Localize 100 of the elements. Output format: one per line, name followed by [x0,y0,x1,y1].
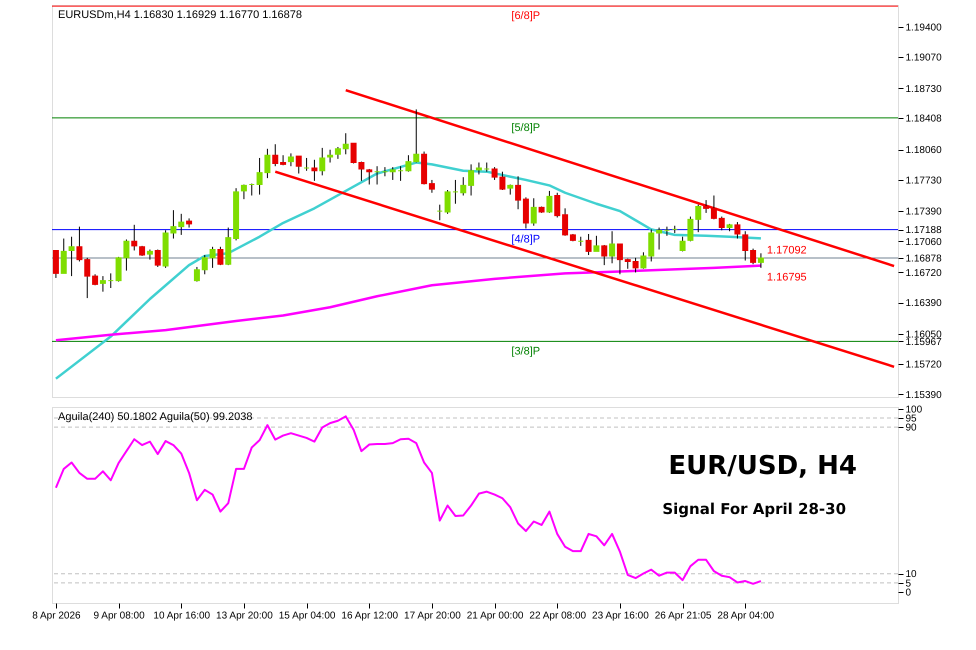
candlestick [217,246,224,266]
candlestick [319,147,326,176]
y-tick-label: 1.16878 [906,253,942,264]
candlestick [60,238,67,274]
annotation: 1.16795 [766,272,807,284]
candlestick [413,108,420,164]
candlestick [616,244,623,275]
candlestick [436,204,443,221]
candlestick [76,226,82,262]
candlestick [382,166,388,177]
ref-line-label: [3/8]P [511,345,540,358]
candlestick [288,152,294,167]
annotation: Signal For April 28-30 [662,500,846,518]
candlestick [139,245,146,256]
candlestick [578,236,584,246]
candlestick [116,256,122,282]
y-tick-label: 1.17060 [906,236,942,248]
chart-title: Aguila(240) 50.1802 Aguila(50) 99.2038 [58,411,252,423]
candlestick [507,184,514,196]
candlestick [194,266,200,282]
x-tick-label: 8 Apr 2026 [32,610,82,622]
y-tick-label: 1.15390 [906,390,942,401]
y-tick-label: 1.15720 [906,360,942,371]
x-tick-label: 13 Apr 20:00 [216,610,274,622]
x-tick-label: 9 Apr 08:00 [94,610,146,622]
candlestick [515,176,522,210]
candlestick [499,171,506,191]
candlestick [358,161,364,182]
x-tick-label: 28 Apr 04:00 [717,610,775,622]
candlestick [68,236,75,277]
y-tick-label: 1.18408 [906,113,942,124]
candlestick [640,252,646,270]
candlestick [248,183,255,196]
candlestick [718,216,725,231]
candlestick [131,224,138,251]
candlestick [296,156,302,174]
candlestick [123,238,130,272]
x-tick-label: 26 Apr 21:05 [654,610,712,622]
x-tick-label: 23 Apr 16:00 [592,610,650,622]
candlestick [484,162,490,172]
candlestick [350,142,357,164]
y-tick-label: 1.17730 [906,175,942,186]
candlestick [546,190,552,214]
chart-title: EURUSDm,H4 1.16830 1.16929 1.16770 1.16878 [58,9,302,21]
candlestick [264,148,270,179]
candlestick [687,216,694,242]
candlestick [428,179,435,194]
candlestick [374,166,380,186]
annotation: EUR/USD, H4 [668,450,857,481]
candlestick [390,166,396,180]
y-tick-label: 1.19070 [906,52,942,64]
candlestick [311,159,318,182]
y-tick-label: 1.18060 [906,145,942,156]
candlestick [154,249,161,268]
candlestick [530,198,537,226]
candlestick [52,250,59,278]
candlestick [452,179,458,204]
y-tick-label: 100 [906,404,923,416]
candlestick [178,213,184,236]
y-tick-label: 95 [906,413,918,424]
x-tick-label: 16 Apr 12:00 [341,610,399,622]
y-tick-label: 5 [906,578,912,590]
candlestick [522,196,529,229]
annotation: 1.17092 [766,244,807,256]
y-tick-label: 1.17390 [906,206,942,218]
candlestick [586,233,592,256]
candlestick [758,252,764,268]
candlestick [304,157,310,172]
candlestick [710,195,717,220]
candlestick [240,184,247,200]
candlestick [398,166,404,182]
x-tick-label: 15 Apr 04:00 [278,610,336,622]
candlestick [680,236,686,252]
candlestick [366,168,372,186]
candlestick [100,276,106,292]
y-tick-label: 1.15967 [906,336,942,348]
candlestick [703,200,710,214]
y-tick-label: 10 [906,569,918,580]
x-tick-label: 10 Apr 16:00 [153,610,211,622]
y-tick-label: 90 [906,422,918,434]
y-tick-label: 0 [906,588,912,599]
y-tick-label: 1.16390 [906,298,942,310]
y-tick-label: 1.18730 [906,84,942,95]
x-tick-label: 21 Apr 00:00 [466,610,524,622]
candlestick [108,272,114,289]
candlestick [664,226,670,236]
candlestick [695,204,702,233]
candlestick [170,210,176,240]
candlestick [593,235,600,252]
candlestick [334,146,341,160]
candlestick [476,162,482,175]
y-tick-label: 1.19400 [906,22,942,34]
candlestick [609,230,616,264]
candlestick [186,218,192,228]
candlestick [601,244,608,266]
ref-line-label: [5/8]P [511,122,540,134]
x-tick-label: 22 Apr 08:00 [529,610,587,622]
candlestick [672,225,678,234]
ref-line-label: [6/8]P [511,10,540,22]
candlestick [327,149,334,164]
